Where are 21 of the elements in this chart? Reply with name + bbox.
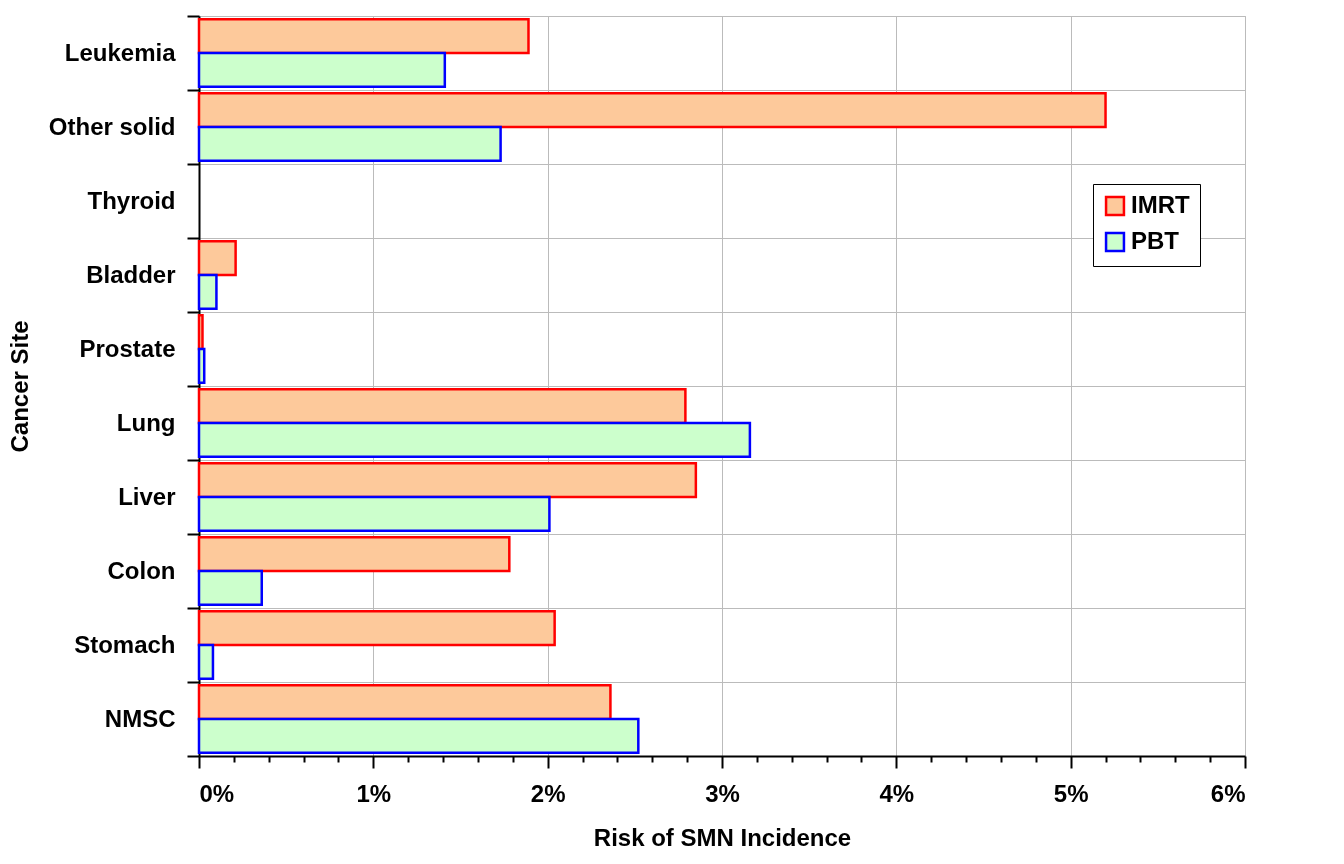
legend-label: PBT [1131,227,1180,254]
x-tick-label: 0% [199,779,235,807]
y-tick-label: NMSC [104,704,176,732]
legend-label: IMRT [1131,191,1190,218]
y-axis-title: Cancer Site [5,320,33,453]
y-tick-label: Colon [107,556,176,584]
y-tick-label: Bladder [86,260,176,288]
y-tick-label: Stomach [74,630,176,658]
x-tick-label: 6% [1210,779,1246,807]
x-tick-label: 3% [705,779,740,807]
x-tick-label: 5% [1053,779,1089,807]
y-tick-label: Liver [118,482,176,510]
y-tick-label: Leukemia [64,38,177,66]
y-tick-label: Lung [116,408,176,436]
x-axis-title: Risk of SMN Incidence [593,823,852,851]
x-tick-label: 1% [356,779,392,807]
x-tick-label: 4% [879,779,915,807]
y-tick-label: Prostate [79,334,176,362]
y-tick-label: Other solid [48,112,176,140]
y-tick-label: Thyroid [87,186,176,214]
x-tick-label: 2% [530,779,566,807]
